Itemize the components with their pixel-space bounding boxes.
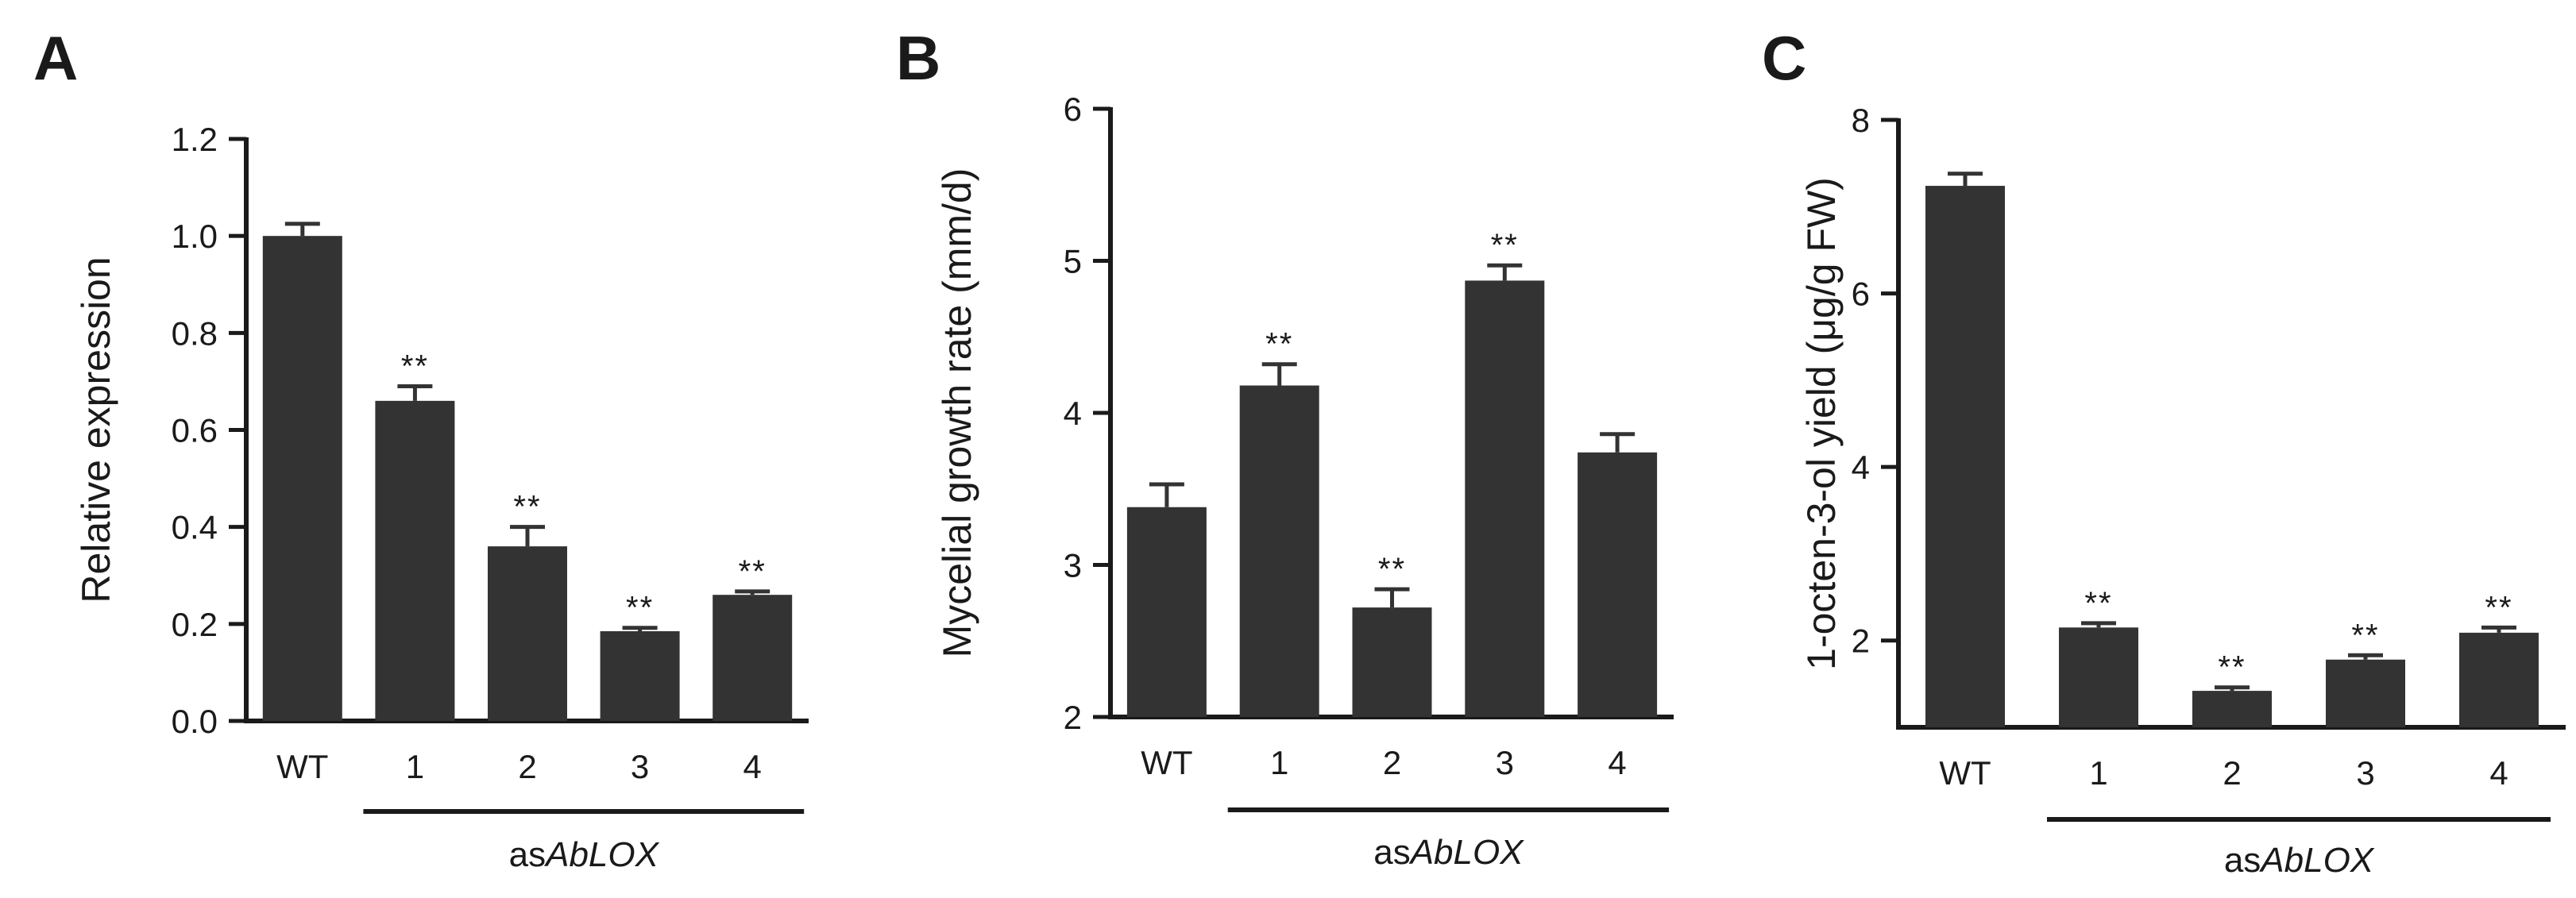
panel-c-bar (2326, 659, 2405, 727)
panel-c-category-label: 2 (2223, 754, 2241, 792)
panel-b-group-label-gene: AbLOX (1408, 833, 1525, 872)
panel-a-category-label: 3 (631, 748, 649, 785)
panel-c-category-label: WT (1939, 754, 1991, 792)
panel-a-group-label: asAbLOX (509, 835, 660, 874)
panel-c-group-label-gene: AbLOX (2258, 841, 2375, 880)
panel-a-y-tick-label: 0.8 (172, 314, 218, 352)
panel-b-significance-label: ** (1265, 327, 1293, 362)
panel-b-bar (1126, 507, 1207, 717)
panel-a-category-label: WT (276, 748, 328, 785)
panel-b-category-label: 3 (1496, 744, 1514, 781)
panel-b-category-label: 4 (1608, 744, 1626, 781)
panel-b-bar (1352, 607, 1432, 717)
panel-c-category-label: 1 (2089, 754, 2107, 792)
panel-b-significance-label: ** (1378, 552, 1406, 587)
panel-b-significance-label: ** (1491, 228, 1519, 263)
panel-b-y-tick-label: 3 (1064, 547, 1082, 584)
panel-b-category-label: WT (1141, 744, 1192, 781)
panel-c-category-label: 4 (2489, 754, 2508, 792)
panel-c-significance-label: ** (2218, 650, 2246, 685)
panel-c-plot: 2 4 6 8 1-octen-3-ol yield (μg/g FW) WT ** 1 ** 2… (1799, 102, 2566, 880)
panel-b: B 2 3 4 5 6 Mycelial growth rate (mm/d) WT ** 1 *… (896, 23, 1674, 872)
panel-a-significance-label: ** (401, 349, 429, 384)
panel-a-category-label: 2 (518, 748, 536, 785)
panel-b-category-label: 1 (1270, 744, 1288, 781)
panel-a-y-tick-label: 0.0 (172, 703, 218, 740)
panel-c-significance-label: ** (2351, 618, 2379, 653)
panel-b-letter: B (896, 23, 940, 93)
panel-c-group-label-prefix: as (2224, 841, 2261, 880)
panel-a-y-axis-title: Relative expression (74, 256, 118, 603)
panel-b-y-tick-label: 5 (1064, 243, 1082, 280)
panel-b-y-tick-label: 4 (1064, 395, 1082, 432)
panel-b-group-label: asAbLOX (1373, 833, 1524, 872)
panel-a-y-tick-label: 0.2 (172, 606, 218, 643)
panel-a-bar (262, 236, 342, 722)
panel-c-y-tick-label: 2 (1852, 622, 1870, 660)
panel-a-bar (488, 546, 567, 721)
panel-c-y-axis-title: 1-octen-3-ol yield (μg/g FW) (1799, 177, 1844, 670)
panel-a-significance-label: ** (739, 554, 767, 589)
panel-b-y-tick-label: 2 (1064, 699, 1082, 736)
panel-b-bar (1239, 385, 1319, 717)
panel-c-significance-label: ** (2485, 590, 2512, 625)
panel-a-y-tick-label: 1.2 (172, 121, 218, 158)
panel-c-y-tick-label: 4 (1852, 449, 1870, 486)
panel-c-letter: C (1762, 23, 1806, 93)
panel-b-y-tick-label: 6 (1064, 91, 1082, 128)
panel-c-bar (2192, 691, 2272, 727)
panel-a-category-label: 4 (743, 748, 762, 785)
panel-a-y-tick-label: 0.6 (172, 412, 218, 449)
panel-a-y-tick-label: 0.4 (172, 509, 218, 546)
panel-a-y-tick-label: 1.0 (172, 218, 218, 255)
panel-a-group-label-prefix: as (509, 835, 546, 874)
panel-a-letter: A (33, 23, 78, 93)
panel-a-bar (600, 630, 680, 721)
panel-a-significance-label: ** (513, 490, 541, 525)
panel-c-group-label: asAbLOX (2224, 841, 2375, 880)
panel-b-category-label: 2 (1383, 744, 1401, 781)
panel-c-y-tick-label: 8 (1852, 102, 1870, 139)
panel-a-significance-label: ** (626, 591, 654, 626)
panel-b-bar (1578, 452, 1658, 717)
panel-a-bar (375, 400, 455, 721)
panel-a-plot: 0.0 0.2 0.4 0.6 0.8 1.0 1.2 Relative expression… (74, 121, 809, 874)
panel-c-bar (2059, 627, 2138, 727)
panel-c: C 2 4 6 8 1-octen-3-ol yield (μg/g FW) WT ** 1 *… (1762, 23, 2566, 880)
panel-b-bar (1465, 280, 1545, 717)
panel-a-group-label-gene: AbLOX (543, 835, 660, 874)
panel-a-bar (713, 595, 793, 721)
panel-c-bar (2459, 632, 2539, 727)
panel-a-category-label: 1 (406, 748, 424, 785)
panel-c-y-tick-label: 6 (1852, 276, 1870, 313)
panel-c-bar (1925, 186, 2005, 728)
panel-b-y-axis-title: Mycelial growth rate (mm/d) (935, 168, 979, 658)
panel-b-plot: 2 3 4 5 6 Mycelial growth rate (mm/d) WT ** 1 ** 2… (935, 91, 1674, 872)
panel-b-group-label-prefix: as (1373, 833, 1410, 872)
panel-c-significance-label: ** (2084, 586, 2112, 621)
panel-a: A 0.0 0.2 0.4 0.6 0.8 1.0 1.2 Relative expressi… (33, 23, 809, 874)
panel-c-category-label: 3 (2356, 754, 2374, 792)
